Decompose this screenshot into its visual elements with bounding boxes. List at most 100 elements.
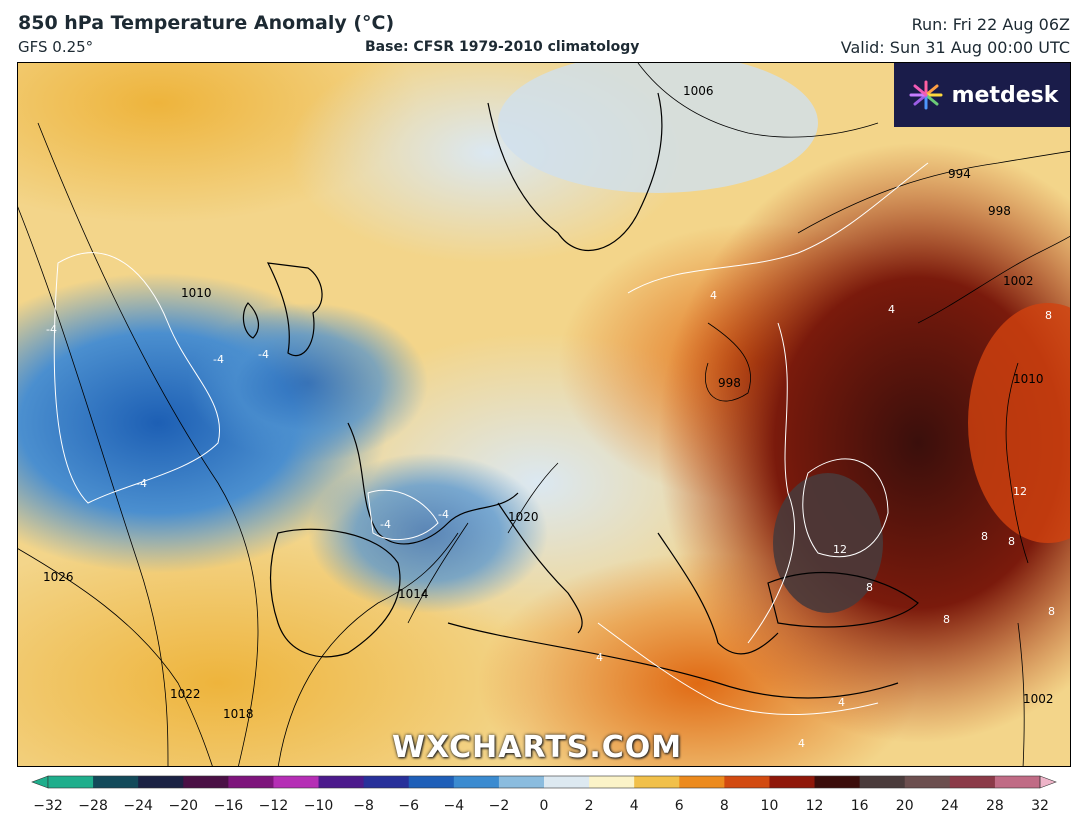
anomaly-label: 12	[833, 543, 847, 556]
colorbar-segment	[859, 776, 906, 788]
isobar-label: 1010	[181, 286, 212, 300]
colorbar-segment	[318, 776, 365, 788]
ireland-coastline	[242, 302, 260, 339]
anomaly-label: -4	[438, 508, 449, 521]
model-label: GFS 0.25°	[18, 38, 94, 56]
isobar-label: 998	[718, 376, 741, 390]
anomaly-contour-plus12	[802, 458, 889, 558]
colorbar-segment	[228, 776, 274, 788]
colorbar-tick-label: −12	[258, 798, 289, 814]
colorbar-tick-label: 10	[760, 798, 779, 814]
anomaly-contour-plus4-north	[627, 162, 929, 294]
colorbar-min-arrow	[31, 775, 49, 789]
anomaly-label: -4	[213, 353, 224, 366]
anomaly-label: 8	[943, 613, 950, 626]
anomaly-contour-minus4-atlantic	[53, 252, 220, 504]
climatology-base-label: Base: CFSR 1979-2010 climatology	[365, 39, 640, 55]
colorbar-tick-label: −2	[488, 798, 510, 814]
britain-coastline	[266, 262, 323, 357]
cool-anomaly-north	[498, 63, 818, 193]
colorbar-segment	[48, 776, 94, 788]
colorbar-tick-label: −4	[443, 798, 465, 814]
isobar-label: 1022	[170, 687, 201, 701]
anomaly-label: 4	[798, 737, 805, 750]
colorbar-tick-label: 0	[539, 798, 549, 814]
isobar-1022	[18, 206, 169, 766]
anomaly-label: 8	[981, 530, 988, 543]
colorbar-segment	[273, 776, 320, 788]
chart-title: 850 hPa Temperature Anomaly (°C)	[18, 12, 395, 34]
colorbar-segment	[138, 776, 184, 788]
colorbar-tick-label: 20	[895, 798, 914, 814]
extreme-anomaly-core	[773, 473, 883, 613]
anomaly-label: 4	[888, 303, 895, 316]
anomaly-map: 1006 994 998 1002 1010 998 1010 1026 101…	[18, 63, 1070, 766]
colorbar-segment	[453, 776, 500, 788]
colorbar-tick-label: 24	[940, 798, 959, 814]
isobar-label: 1014	[398, 587, 429, 601]
isobar-label: 998	[988, 204, 1011, 218]
colorbar-segment	[498, 776, 545, 788]
cold-anomaly-britain	[188, 303, 428, 463]
france-coastline	[347, 422, 519, 545]
colorbar-tick-label: 32	[1031, 798, 1049, 814]
isobar-label: 1002	[1003, 274, 1034, 288]
anomaly-label: 8	[1045, 309, 1052, 322]
anomaly-label: -4	[258, 348, 269, 361]
colorbar-segment	[679, 776, 725, 788]
anomaly-label: -4	[136, 477, 147, 490]
logo-text: metdesk	[951, 82, 1059, 108]
isobar-label: 1020	[508, 510, 539, 524]
colorbar: −32 −28 −24 −20 −16 −12 −10 −8 −6 −4 −2 0 2 4 6 8 10 12 16…	[0, 770, 1088, 830]
colorbar-tick-label: −6	[398, 798, 420, 814]
map-panel: 1006 994 998 1002 1010 998 1010 1026 101…	[17, 62, 1071, 767]
colorbar-tick-label: 6	[674, 798, 684, 814]
colorbar-tick-label: 16	[850, 798, 869, 814]
colorbar-tick-label: −10	[303, 798, 334, 814]
colorbar-segment	[994, 776, 1041, 788]
colorbar-max-arrow	[1039, 775, 1057, 789]
anomaly-label: 4	[710, 289, 717, 302]
iberia-coastline	[269, 528, 401, 658]
colorbar-segment	[949, 776, 996, 788]
hot-anomaly-far-east	[968, 303, 1070, 543]
isobar-label: 1006	[683, 84, 714, 98]
balkans-coastline	[657, 532, 779, 655]
metdesk-logo: metdesk	[894, 63, 1070, 127]
colorbar-tick-label: −20	[168, 798, 199, 814]
isobar-998	[705, 322, 751, 402]
isobar-label: 994	[948, 167, 971, 181]
isobar-994	[797, 150, 1070, 234]
colorbar-scale	[31, 775, 1057, 789]
north-africa-coastline	[447, 622, 899, 699]
colorbar-tick-label: 2	[584, 798, 594, 814]
anomaly-label: 12	[1013, 485, 1027, 498]
colorbar-tick-label: 28	[985, 798, 1004, 814]
anomaly-label: -4	[380, 518, 391, 531]
anomaly-label: 8	[866, 581, 873, 594]
isobar-1014	[407, 522, 469, 624]
isobar-1006	[637, 63, 879, 138]
black-sea-coastline	[767, 572, 919, 628]
isobar-1026	[18, 548, 213, 766]
isobar-1020	[507, 462, 559, 534]
starburst-icon	[909, 80, 943, 110]
anomaly-label: 4	[596, 651, 603, 664]
anomaly-label: 8	[1048, 605, 1055, 618]
anomaly-contour-plus8	[747, 322, 795, 644]
colorbar-segment	[904, 776, 951, 788]
isobar-1010-east	[1005, 362, 1029, 564]
isobar-1002	[917, 235, 1070, 324]
colorbar-tick-label: −24	[123, 798, 153, 814]
isobar-1010	[37, 122, 259, 766]
colorbar-tick-label: −32	[33, 798, 63, 814]
anomaly-label: 8	[1008, 535, 1015, 548]
colorbar-tick-label: 12	[805, 798, 824, 814]
anomaly-contour-minus4-france	[367, 489, 439, 541]
colorbar-segment	[544, 776, 590, 788]
colorbar-segment	[814, 776, 861, 788]
isobar-label: 1026	[43, 570, 74, 584]
colorbar-tick-label: −8	[353, 798, 374, 814]
colorbar-segment	[408, 776, 455, 788]
colorbar-segment	[183, 776, 229, 788]
